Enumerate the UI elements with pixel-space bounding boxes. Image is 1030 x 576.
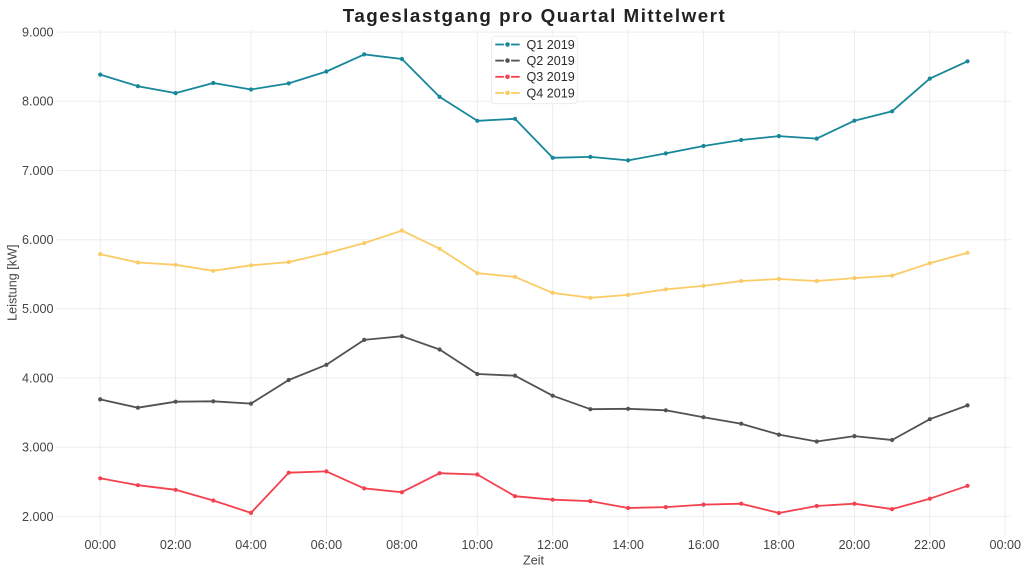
svg-text:9.000: 9.000 <box>22 26 54 40</box>
svg-text:Q4 2019: Q4 2019 <box>527 86 575 100</box>
svg-text:06:00: 06:00 <box>311 538 343 552</box>
svg-text:Tageslastgang pro Quartal Mitt: Tageslastgang pro Quartal Mittelwert <box>343 5 726 26</box>
svg-text:14:00: 14:00 <box>612 538 644 552</box>
svg-text:Q2 2019: Q2 2019 <box>527 54 575 68</box>
svg-text:3.000: 3.000 <box>22 441 54 455</box>
svg-text:8.000: 8.000 <box>22 95 54 109</box>
svg-text:4.000: 4.000 <box>22 371 54 385</box>
svg-text:7.000: 7.000 <box>22 164 54 178</box>
svg-text:08:00: 08:00 <box>386 538 418 552</box>
svg-text:10:00: 10:00 <box>462 538 494 552</box>
svg-text:2.000: 2.000 <box>22 510 54 524</box>
svg-text:5.000: 5.000 <box>22 302 54 316</box>
svg-text:6.000: 6.000 <box>22 233 54 247</box>
svg-text:02:00: 02:00 <box>160 538 192 552</box>
svg-text:20:00: 20:00 <box>839 538 871 552</box>
svg-text:00:00: 00:00 <box>989 538 1021 552</box>
svg-text:18:00: 18:00 <box>763 538 795 552</box>
svg-text:Q1 2019: Q1 2019 <box>527 38 575 52</box>
svg-text:00:00: 00:00 <box>84 538 116 552</box>
svg-text:Leistung [kW]: Leistung [kW] <box>6 245 20 321</box>
svg-text:04:00: 04:00 <box>235 538 267 552</box>
svg-text:Q3 2019: Q3 2019 <box>527 70 575 84</box>
svg-text:22:00: 22:00 <box>914 538 946 552</box>
svg-text:12:00: 12:00 <box>537 538 569 552</box>
svg-text:16:00: 16:00 <box>688 538 720 552</box>
svg-text:Zeit: Zeit <box>523 554 544 568</box>
